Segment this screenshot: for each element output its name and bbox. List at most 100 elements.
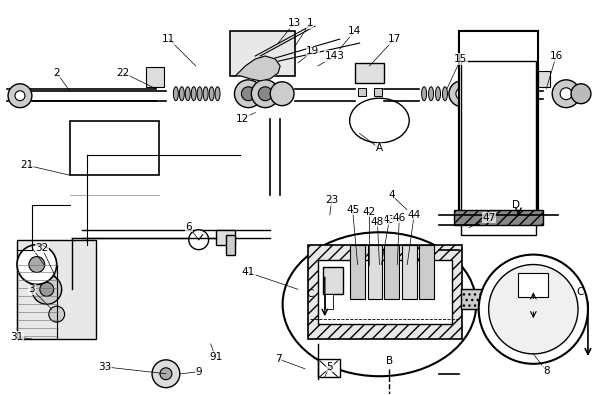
Circle shape [160, 368, 172, 380]
Bar [374, 88, 383, 96]
Ellipse shape [436, 87, 441, 101]
Text: 23: 23 [325, 195, 338, 205]
Text: 7: 7 [275, 354, 281, 364]
Text: 13: 13 [287, 18, 301, 28]
Text: 22: 22 [116, 68, 130, 78]
Ellipse shape [350, 98, 409, 143]
Bar [216, 230, 235, 245]
Bar [308, 245, 462, 339]
Text: 8: 8 [543, 366, 550, 376]
Text: 19: 19 [306, 46, 319, 56]
Circle shape [235, 80, 262, 107]
Circle shape [560, 88, 572, 100]
Text: 17: 17 [387, 34, 401, 44]
Text: 44: 44 [408, 210, 421, 220]
Circle shape [571, 84, 591, 103]
Ellipse shape [450, 87, 454, 101]
Ellipse shape [215, 87, 220, 101]
Text: C: C [306, 289, 313, 299]
Bar [17, 240, 97, 339]
Bar [459, 31, 538, 225]
Bar [461, 290, 536, 309]
Bar [459, 31, 538, 225]
Bar [402, 245, 417, 299]
Bar [230, 31, 295, 76]
Ellipse shape [179, 87, 184, 101]
Text: 43: 43 [383, 215, 396, 225]
Text: 6: 6 [186, 222, 192, 232]
Text: 91: 91 [209, 352, 222, 362]
Bar [355, 63, 384, 83]
Text: 48: 48 [371, 217, 384, 227]
Text: 47: 47 [482, 213, 496, 223]
Bar [384, 245, 399, 299]
Circle shape [456, 88, 468, 100]
Circle shape [32, 275, 61, 304]
Circle shape [489, 265, 578, 354]
Bar [70, 120, 159, 175]
Ellipse shape [421, 87, 427, 101]
Circle shape [152, 360, 180, 387]
Circle shape [552, 80, 580, 107]
Bar [226, 235, 235, 255]
Text: B: B [386, 356, 393, 366]
Circle shape [189, 230, 208, 250]
Bar [318, 359, 340, 377]
Circle shape [40, 282, 54, 296]
Text: 33: 33 [98, 362, 111, 372]
Text: 9: 9 [195, 367, 202, 377]
Bar [323, 267, 343, 294]
Bar [146, 67, 164, 87]
Bar [461, 61, 536, 235]
Polygon shape [235, 56, 280, 81]
Text: 16: 16 [550, 51, 563, 61]
Text: 41: 41 [242, 267, 255, 277]
Text: 5: 5 [327, 362, 333, 372]
Text: 31: 31 [10, 332, 24, 342]
Text: 1: 1 [307, 18, 313, 28]
Ellipse shape [197, 87, 202, 101]
Ellipse shape [282, 232, 476, 376]
Ellipse shape [203, 87, 208, 101]
Ellipse shape [442, 87, 447, 101]
Text: 21: 21 [20, 160, 33, 170]
Text: 32: 32 [35, 243, 48, 253]
Circle shape [241, 87, 256, 101]
Circle shape [15, 91, 25, 101]
Text: 3: 3 [29, 284, 35, 294]
Ellipse shape [429, 87, 433, 101]
Text: 143: 143 [325, 51, 344, 61]
Circle shape [8, 84, 32, 107]
Bar [318, 260, 452, 324]
Bar [518, 273, 548, 297]
Text: 45: 45 [346, 205, 359, 215]
Ellipse shape [173, 87, 179, 101]
Circle shape [49, 306, 64, 322]
Bar [538, 71, 550, 87]
Bar [350, 245, 365, 299]
Text: 15: 15 [454, 54, 467, 64]
Text: D: D [512, 200, 521, 210]
Text: 12: 12 [236, 113, 249, 124]
Ellipse shape [191, 87, 196, 101]
Circle shape [449, 81, 475, 107]
Circle shape [29, 257, 45, 273]
Bar [358, 88, 365, 96]
Text: 2: 2 [53, 68, 60, 78]
Bar [368, 245, 383, 299]
Text: 4: 4 [388, 190, 395, 200]
Circle shape [270, 82, 294, 105]
Text: 11: 11 [162, 34, 176, 44]
Bar [419, 245, 434, 299]
Text: A: A [376, 143, 383, 153]
Text: 46: 46 [393, 213, 406, 223]
Circle shape [251, 80, 279, 107]
Bar [325, 294, 333, 309]
Text: 42: 42 [363, 207, 376, 217]
Text: 14: 14 [348, 26, 361, 36]
Ellipse shape [185, 87, 190, 101]
Ellipse shape [209, 87, 214, 101]
Circle shape [259, 87, 272, 101]
Bar [454, 210, 543, 225]
Circle shape [479, 255, 588, 364]
